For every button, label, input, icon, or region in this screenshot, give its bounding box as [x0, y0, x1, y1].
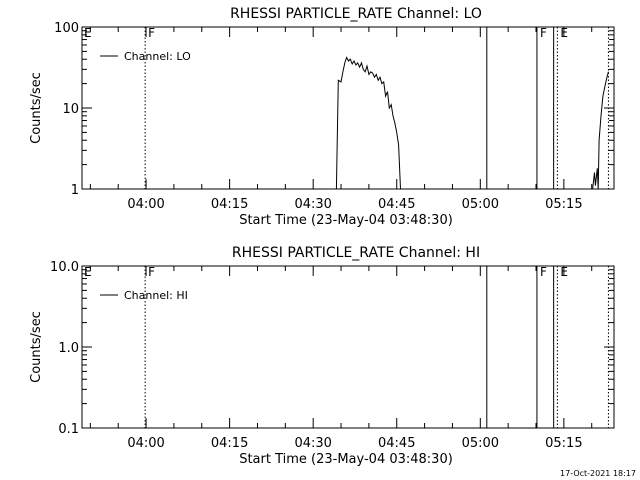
event-marker-label: E [560, 26, 568, 40]
y-axis-label: Counts/sec [29, 72, 44, 144]
y-tick-label: 0.1 [58, 422, 79, 437]
x-tick-label: 05:15 [545, 436, 582, 451]
x-tick-label: 05:00 [462, 436, 499, 451]
chart-title: RHESSI PARTICLE_RATE Channel: HI [232, 245, 480, 261]
x-tick-label: 05:00 [462, 197, 499, 212]
event-marker-label: F [148, 265, 155, 279]
y-tick-label: 100 [54, 21, 79, 36]
event-marker-label: F [540, 26, 547, 40]
chart-title: RHESSI PARTICLE_RATE Channel: LO [230, 6, 482, 22]
legend-label: Channel: LO [124, 50, 191, 63]
event-marker-label: E [560, 265, 568, 279]
y-tick-label: 10.0 [50, 260, 79, 275]
x-tick-label: 04:30 [294, 197, 331, 212]
y-tick-label: 10 [62, 102, 79, 117]
y-tick-label: 1.0 [58, 341, 79, 356]
x-axis-label: Start Time (23-May-04 03:48:30) [239, 213, 453, 228]
footer-timestamp: 17-Oct-2021 18:17 [560, 469, 636, 478]
event-marker-label: F [540, 265, 547, 279]
x-tick-label: 04:45 [378, 436, 415, 451]
legend-label: Channel: HI [124, 289, 188, 302]
edge-label: E [84, 26, 92, 40]
x-tick-label: 04:00 [127, 197, 164, 212]
series-line-segment [335, 56, 401, 190]
x-tick-label: 04:15 [211, 436, 248, 451]
series-line-segment [592, 71, 609, 190]
edge-label: E [84, 265, 92, 279]
x-tick-label: 04:45 [378, 197, 415, 212]
y-tick-label: 1 [71, 183, 79, 198]
x-tick-label: 04:00 [127, 436, 164, 451]
chart-panel-1: RHESSI PARTICLE_RATE Channel: HI 0.1 1.0 10… [29, 245, 615, 467]
x-axis-label: Start Time (23-May-04 03:48:30) [239, 452, 453, 467]
y-axis-label: Counts/sec [29, 311, 44, 383]
x-tick-label: 04:30 [294, 436, 331, 451]
chart-panel-0: RHESSI PARTICLE_RATE Channel: LO 1 10 100 Co… [29, 6, 615, 228]
x-tick-label: 05:15 [545, 197, 582, 212]
event-marker-label: F [148, 26, 155, 40]
x-tick-label: 04:15 [211, 197, 248, 212]
